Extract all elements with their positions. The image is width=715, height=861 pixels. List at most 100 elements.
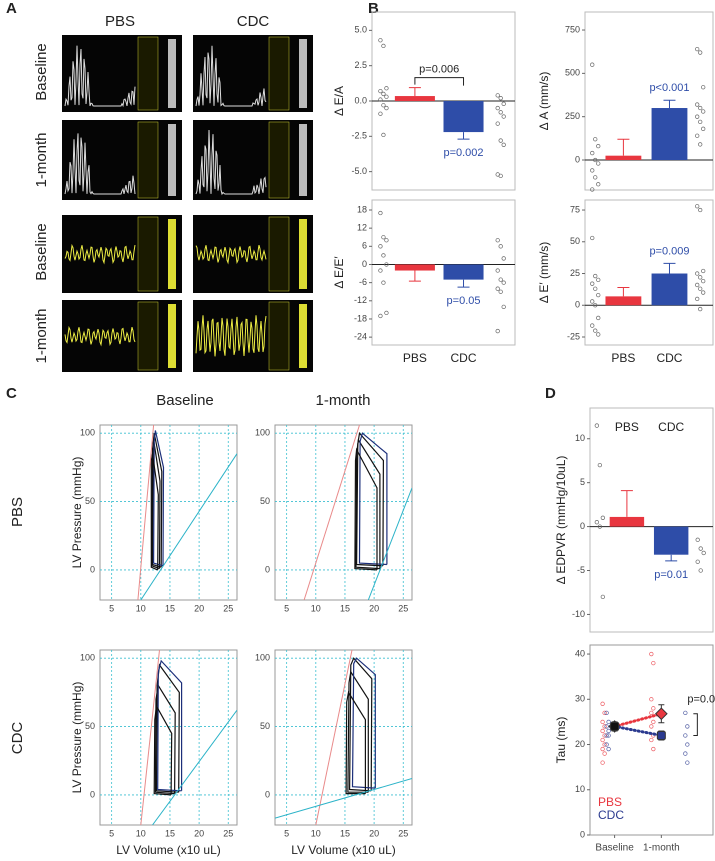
data-point xyxy=(698,105,703,111)
pv-loop xyxy=(153,704,173,796)
data-point xyxy=(495,328,500,334)
data-point xyxy=(590,323,595,328)
y-tick-label: 50 xyxy=(260,721,270,731)
legend-label: PBS xyxy=(598,795,622,809)
bar xyxy=(651,273,688,306)
pv-loop xyxy=(150,453,159,571)
echo-scale xyxy=(137,121,159,199)
data-point xyxy=(498,96,503,101)
data-point xyxy=(596,292,601,298)
data-point xyxy=(596,315,601,321)
data-point xyxy=(604,733,609,738)
error-bar xyxy=(663,262,676,274)
y-tick-label: 0 xyxy=(580,829,585,839)
y-tick-label: 30 xyxy=(575,694,585,704)
data-point xyxy=(651,719,656,725)
data-point xyxy=(685,724,690,729)
y-tick-label: -18 xyxy=(354,313,367,323)
y-tick-label: 5.0 xyxy=(354,25,367,35)
echo-trace xyxy=(195,129,267,196)
data-point xyxy=(594,423,599,428)
y-axis-label: Δ E/E′ xyxy=(332,256,346,289)
pv-relation-line xyxy=(303,425,360,600)
echo-trace xyxy=(64,45,136,108)
y-axis-label: LV Pressure (mmHg) xyxy=(70,457,84,569)
bar xyxy=(609,516,645,527)
data-point xyxy=(593,303,598,308)
data-point xyxy=(602,742,607,747)
y-tick-label: 500 xyxy=(565,68,580,78)
data-point xyxy=(695,114,700,119)
pv-loop xyxy=(155,663,180,793)
data-point xyxy=(498,289,503,294)
data-point xyxy=(606,719,611,725)
data-point xyxy=(695,133,700,138)
plot-frame xyxy=(589,407,714,633)
data-point xyxy=(384,94,389,99)
data-point xyxy=(590,235,595,241)
data-point xyxy=(501,142,506,147)
x-tick-label: 20 xyxy=(369,603,379,613)
row-title: PBS xyxy=(9,497,26,527)
echo-trace xyxy=(195,244,267,265)
y-tick-label: -6 xyxy=(359,277,367,287)
data-point xyxy=(649,710,654,716)
data-point xyxy=(685,760,690,765)
pv-loop xyxy=(151,433,163,568)
p-value: p=0.01 xyxy=(654,569,688,581)
pv-loop xyxy=(348,657,373,792)
data-point xyxy=(596,182,601,187)
y-tick-label: 2.5 xyxy=(354,60,367,70)
p-value: p=0.002 xyxy=(443,147,483,159)
x-tick-label: 15 xyxy=(340,603,350,613)
data-point xyxy=(495,268,500,273)
echo-colorbar xyxy=(168,219,176,289)
data-point xyxy=(495,286,500,291)
p-value: p=0.009 xyxy=(649,245,689,257)
error-bar xyxy=(408,270,421,282)
category-label: CDC xyxy=(656,351,682,365)
data-point xyxy=(602,724,607,729)
pv-loop xyxy=(152,430,165,567)
x-tick-label: 20 xyxy=(194,828,204,838)
pv-relation-line xyxy=(140,650,160,825)
x-tick-label: 10 xyxy=(311,603,321,613)
data-point xyxy=(384,105,389,111)
data-point xyxy=(498,244,503,249)
data-point xyxy=(698,286,703,291)
x-axis-label: LV Volume (x10 uL) xyxy=(116,843,221,857)
echo-colorbar xyxy=(168,304,176,368)
x-tick-label: 5 xyxy=(109,603,114,613)
data-point xyxy=(590,299,595,304)
plot-frame xyxy=(584,199,714,346)
y-tick-label: -10 xyxy=(572,609,585,619)
panel-label: B xyxy=(368,0,379,17)
data-point xyxy=(501,304,506,310)
y-tick-label: -5.0 xyxy=(351,166,367,176)
category-label: PBS xyxy=(611,351,635,365)
x-tick-label: 15 xyxy=(165,828,175,838)
data-point xyxy=(596,143,601,149)
column-title: Baseline xyxy=(156,392,214,409)
data-point xyxy=(593,175,598,180)
y-tick-label: 10 xyxy=(575,433,585,443)
data-point xyxy=(378,210,383,216)
p-value: p=0.006 xyxy=(419,63,459,75)
data-point xyxy=(698,119,703,125)
data-point xyxy=(498,173,503,179)
bar xyxy=(605,155,642,161)
error-bar xyxy=(617,286,630,297)
x-tick-label: 15 xyxy=(340,828,350,838)
category-label: CDC xyxy=(658,420,684,434)
y-tick-label: 75 xyxy=(570,204,580,214)
data-point xyxy=(498,110,503,115)
data-point xyxy=(600,719,605,725)
echo-trace xyxy=(195,315,267,357)
y-tick-label: 100 xyxy=(80,653,95,663)
p-value: p=0.04 xyxy=(687,694,715,706)
pv-loop xyxy=(345,690,366,795)
y-tick-label: -2.5 xyxy=(351,131,367,141)
data-point xyxy=(651,746,656,752)
error-bar xyxy=(620,490,633,517)
